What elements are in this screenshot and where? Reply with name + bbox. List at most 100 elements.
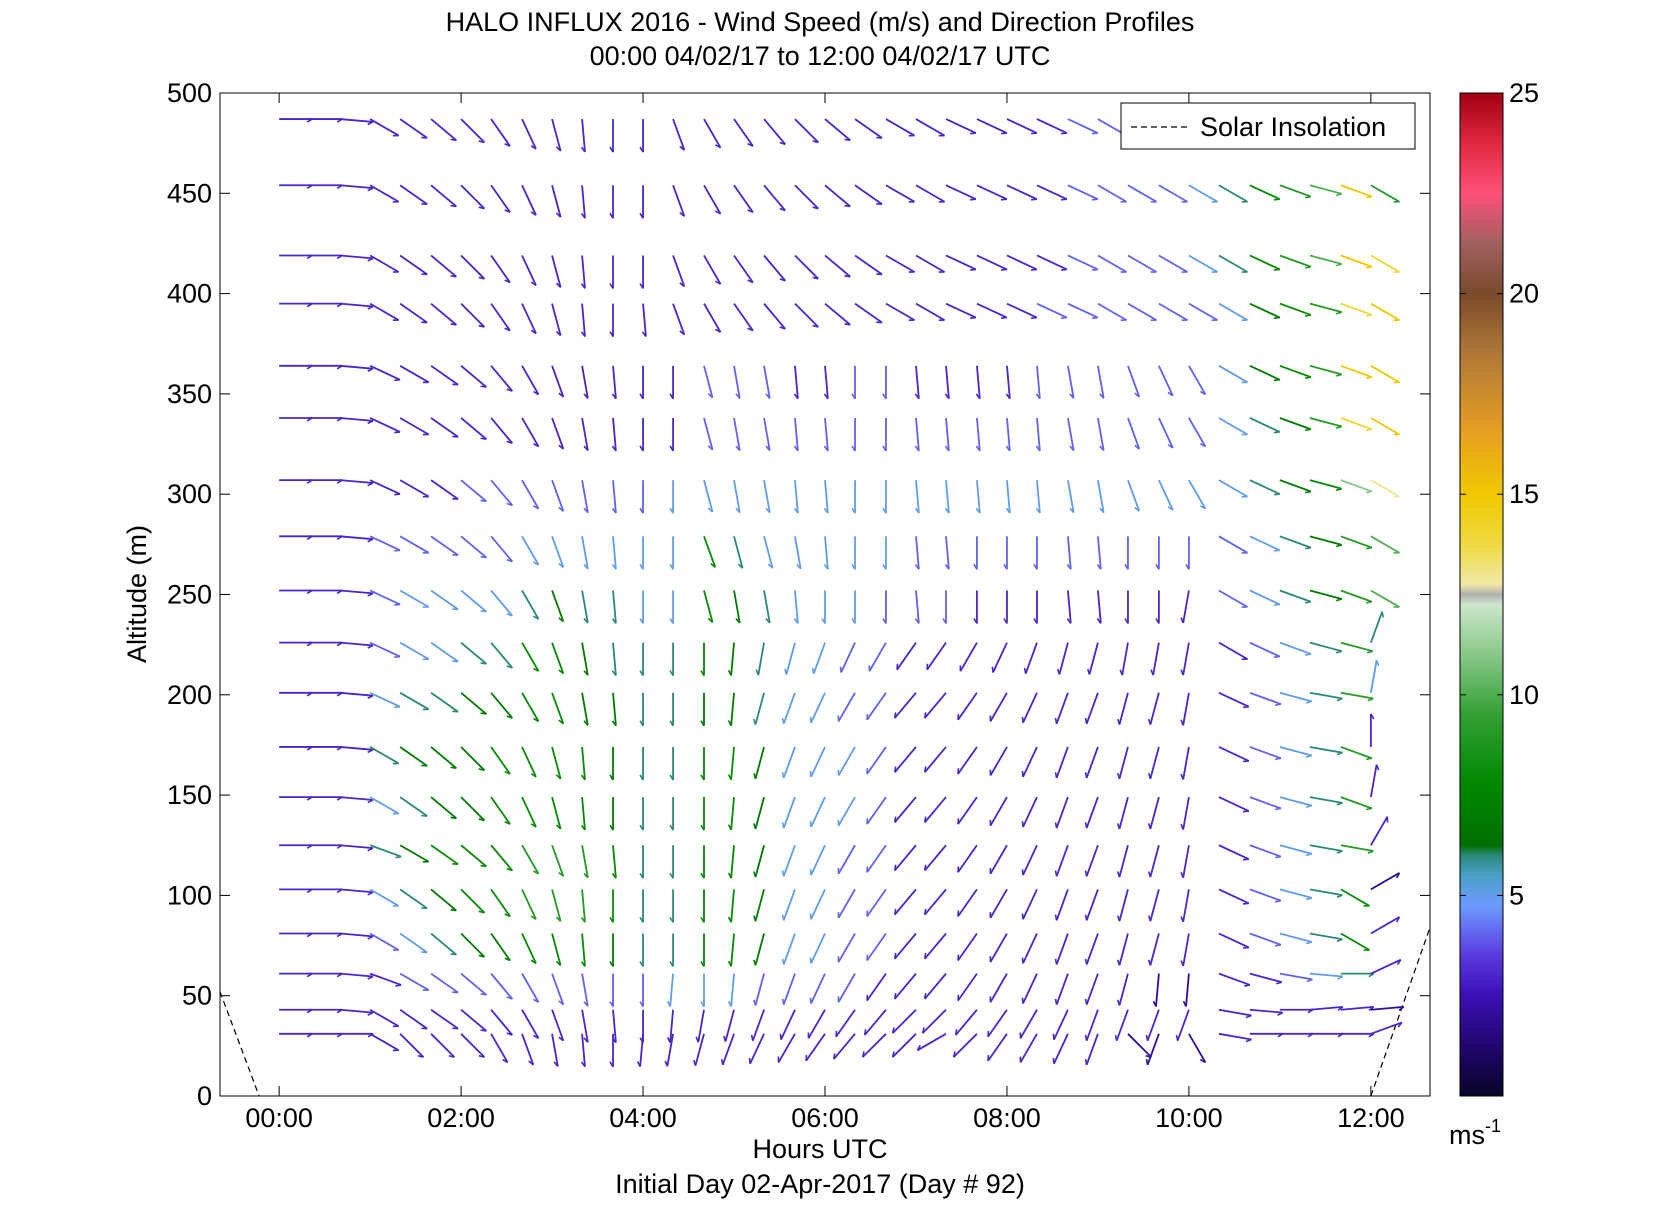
wind-barb xyxy=(1249,844,1282,858)
wind-barb-head xyxy=(367,121,374,126)
wind-barb-head xyxy=(1365,195,1373,199)
wind-barb xyxy=(399,254,428,276)
wind-barb xyxy=(780,1009,796,1041)
wind-barb-head xyxy=(1021,869,1024,876)
wind-barb xyxy=(866,796,887,825)
wind-barb-head xyxy=(1273,268,1280,271)
wind-barb-head xyxy=(753,773,757,780)
wind-barb-head xyxy=(1054,870,1058,877)
wind-barb xyxy=(672,255,686,287)
wind-barb-head xyxy=(394,431,401,434)
wind-barb-head xyxy=(367,694,374,699)
wind-barb xyxy=(1036,184,1068,201)
wind-barb-head xyxy=(1061,268,1067,271)
wind-barb xyxy=(581,590,589,624)
wind-barb-head xyxy=(914,507,920,514)
wind-barb-head xyxy=(478,140,485,144)
wind-barb-head xyxy=(583,563,589,570)
wind-barb-head xyxy=(555,330,562,337)
wind-barb-head xyxy=(975,393,981,400)
wind-barb xyxy=(1006,254,1038,271)
wind-barb-head xyxy=(753,871,757,878)
wind-barb xyxy=(976,480,981,514)
wind-barb xyxy=(551,185,562,218)
wind-barb-head xyxy=(891,1051,895,1058)
wind-barb xyxy=(1279,479,1312,493)
wind-barb xyxy=(1369,764,1378,798)
wind-barb xyxy=(460,302,486,328)
wind-barb-head xyxy=(1367,697,1374,702)
wind-barb xyxy=(754,973,765,1006)
wind-barb xyxy=(1022,796,1038,828)
wind-barb xyxy=(1249,796,1282,810)
wind-barb xyxy=(340,254,374,260)
wind-barb xyxy=(837,844,856,875)
wind-barb xyxy=(915,536,920,570)
wind-barb-head xyxy=(1030,132,1037,135)
wind-barb xyxy=(1249,417,1281,433)
wind-barb-head xyxy=(1147,959,1152,966)
wind-barb-head xyxy=(533,870,539,875)
wind-barb-head xyxy=(367,749,374,754)
wind-barb xyxy=(1370,611,1383,643)
wind-barb xyxy=(924,692,947,719)
wind-barb xyxy=(490,589,514,617)
wind-barb-head xyxy=(504,327,511,332)
wind-barb xyxy=(581,480,589,513)
wind-barb-head xyxy=(781,717,785,724)
wind-barb-head xyxy=(558,563,564,568)
wind-barb-head xyxy=(1305,265,1312,269)
wind-barb xyxy=(1158,184,1188,203)
wind-barb xyxy=(1006,184,1038,201)
wind-barb-head xyxy=(1117,823,1121,830)
wind-barb xyxy=(1218,589,1248,608)
wind-barb-head xyxy=(639,563,644,570)
wind-barb xyxy=(612,536,617,570)
wind-barb xyxy=(340,364,374,370)
wind-barb-head xyxy=(973,563,978,570)
wind-barb-head xyxy=(558,444,564,450)
wind-barb xyxy=(490,184,511,213)
wind-barb xyxy=(1118,845,1129,878)
wind-barb xyxy=(915,417,920,451)
wind-barb xyxy=(1340,417,1373,431)
wind-barb xyxy=(551,973,565,1005)
wind-barb xyxy=(581,746,586,780)
wind-barb-head xyxy=(916,1044,921,1051)
wind-barb-head xyxy=(882,563,887,570)
x-tick-label: 00:00 xyxy=(245,1103,313,1133)
wind-barb-head xyxy=(394,655,401,658)
wind-barb-head xyxy=(530,823,537,828)
wind-barb xyxy=(490,973,514,1000)
wind-barb-head xyxy=(480,712,487,715)
wind-barb-head xyxy=(506,440,513,445)
wind-barb-head xyxy=(580,212,586,219)
wind-barb-head xyxy=(1134,392,1140,398)
wind-barb xyxy=(340,417,374,422)
wind-barb-head xyxy=(1273,378,1280,382)
wind-barb xyxy=(1058,642,1069,675)
wind-barb xyxy=(989,933,1008,963)
wind-barb-head xyxy=(1368,972,1375,978)
wind-barb xyxy=(521,844,540,875)
wind-barb xyxy=(894,844,917,872)
wind-barb-head xyxy=(1337,975,1344,980)
wind-barb xyxy=(521,365,540,395)
wind-barb xyxy=(782,692,796,725)
wind-barb-head xyxy=(1035,445,1041,452)
wind-barb-head xyxy=(1242,858,1249,861)
wind-barb xyxy=(369,479,401,495)
wind-barb-head xyxy=(1305,804,1312,809)
wind-barb xyxy=(989,692,1008,722)
wind-barb-head xyxy=(1091,316,1098,319)
wind-barb xyxy=(1369,660,1378,693)
wind-barb xyxy=(730,692,735,726)
wind-barb xyxy=(794,480,799,514)
wind-barb-head xyxy=(952,1051,956,1058)
wind-barb xyxy=(430,888,457,912)
wind-barb-head xyxy=(450,204,457,208)
wind-barb-head xyxy=(1069,393,1075,399)
wind-barb-head xyxy=(1033,618,1038,624)
wind-barb xyxy=(581,1009,589,1043)
wind-barb xyxy=(957,932,978,962)
